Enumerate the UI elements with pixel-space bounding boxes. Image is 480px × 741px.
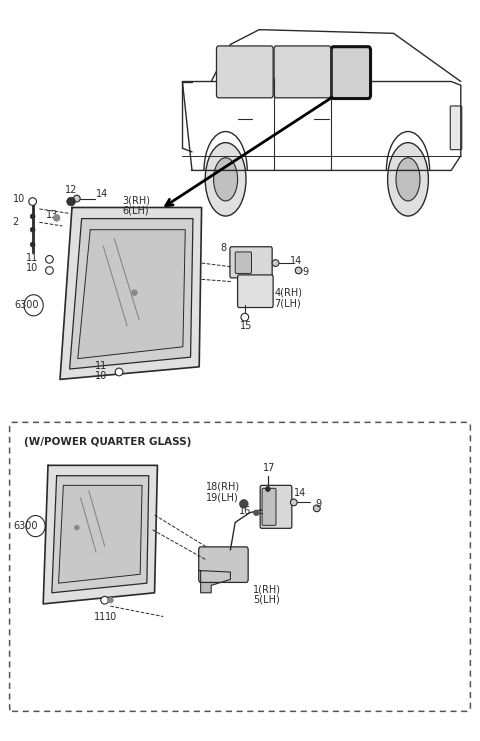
Text: 14: 14 [290, 256, 303, 266]
Text: 11: 11 [26, 253, 39, 263]
Text: 10: 10 [105, 611, 117, 622]
Text: 5(LH): 5(LH) [253, 594, 280, 605]
Text: 18(RH): 18(RH) [206, 482, 240, 492]
FancyBboxPatch shape [235, 252, 252, 273]
Ellipse shape [295, 267, 302, 274]
Text: 11: 11 [95, 361, 108, 371]
Text: 14: 14 [96, 189, 108, 199]
Text: 8: 8 [221, 243, 227, 253]
Ellipse shape [253, 510, 259, 516]
Ellipse shape [272, 259, 279, 267]
Ellipse shape [30, 242, 35, 247]
Ellipse shape [205, 142, 246, 216]
Text: 6300: 6300 [13, 521, 38, 531]
FancyBboxPatch shape [230, 247, 272, 278]
Ellipse shape [132, 290, 137, 296]
Text: 14: 14 [294, 488, 306, 498]
Text: 11: 11 [94, 611, 106, 622]
Ellipse shape [313, 505, 320, 512]
Text: 13: 13 [46, 210, 58, 220]
Text: 10: 10 [26, 263, 39, 273]
Ellipse shape [290, 499, 297, 506]
Text: 6300: 6300 [14, 300, 39, 310]
Ellipse shape [214, 158, 238, 201]
FancyBboxPatch shape [450, 106, 462, 150]
Ellipse shape [46, 256, 53, 263]
Text: 1(RH): 1(RH) [253, 584, 281, 594]
Ellipse shape [74, 525, 79, 530]
Polygon shape [52, 476, 149, 593]
Ellipse shape [46, 267, 53, 274]
Polygon shape [70, 219, 193, 369]
Ellipse shape [73, 195, 80, 202]
FancyBboxPatch shape [262, 488, 276, 525]
Polygon shape [60, 207, 202, 379]
Text: 6(LH): 6(LH) [122, 205, 149, 216]
Text: 17: 17 [263, 463, 276, 473]
Text: 10: 10 [13, 193, 25, 204]
Ellipse shape [67, 197, 75, 206]
Ellipse shape [241, 313, 249, 321]
Polygon shape [59, 485, 142, 583]
Text: 19(LH): 19(LH) [206, 493, 239, 503]
Polygon shape [199, 571, 230, 593]
FancyBboxPatch shape [10, 422, 470, 711]
Text: 3(RH): 3(RH) [122, 195, 150, 205]
Text: 15: 15 [240, 321, 252, 331]
Text: 9: 9 [315, 499, 321, 509]
Text: 16: 16 [239, 506, 252, 516]
Ellipse shape [30, 227, 35, 232]
Text: 7(LH): 7(LH) [275, 298, 301, 308]
Ellipse shape [30, 214, 35, 219]
Text: 2: 2 [12, 217, 18, 227]
Ellipse shape [24, 295, 43, 316]
Text: (W/POWER QUARTER GLASS): (W/POWER QUARTER GLASS) [24, 437, 192, 447]
Text: 9: 9 [302, 267, 309, 277]
Ellipse shape [26, 516, 45, 536]
FancyBboxPatch shape [238, 275, 273, 308]
Ellipse shape [115, 368, 123, 376]
Ellipse shape [396, 158, 420, 201]
Ellipse shape [240, 499, 248, 508]
Ellipse shape [388, 142, 429, 216]
FancyBboxPatch shape [331, 47, 371, 99]
Text: 10: 10 [95, 370, 108, 381]
FancyBboxPatch shape [260, 485, 292, 528]
Ellipse shape [101, 597, 108, 604]
FancyBboxPatch shape [274, 46, 331, 98]
FancyBboxPatch shape [216, 46, 273, 98]
Polygon shape [43, 465, 157, 604]
Ellipse shape [265, 487, 270, 491]
Ellipse shape [53, 214, 60, 222]
Text: 12: 12 [65, 185, 77, 196]
FancyBboxPatch shape [199, 547, 248, 582]
Text: 4(RH): 4(RH) [275, 288, 302, 298]
Polygon shape [78, 230, 185, 359]
Ellipse shape [108, 597, 113, 603]
Ellipse shape [29, 198, 36, 205]
